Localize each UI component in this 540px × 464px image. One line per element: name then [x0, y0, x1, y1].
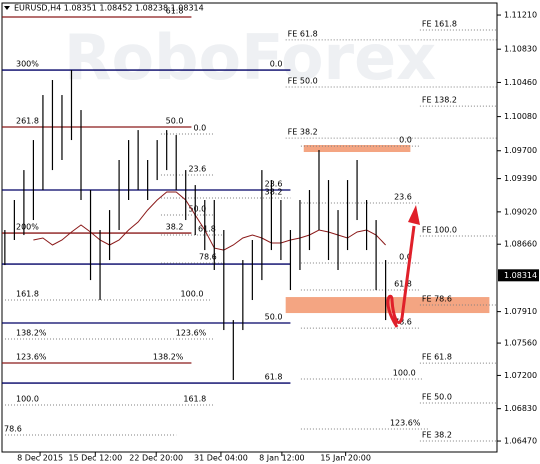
level-label: 161.8: [183, 394, 206, 403]
y-tick-label: 1.09700: [504, 146, 537, 155]
y-tick-label: 1.07910: [504, 307, 537, 316]
last-price-box: [498, 269, 539, 282]
level-label: FE 78.6: [422, 295, 452, 304]
level-label: 0.0: [194, 124, 207, 133]
y-tick-label: 1.09020: [504, 207, 537, 216]
y-tick-label: 1.08660: [504, 240, 537, 249]
level-label: FE 50.0: [422, 393, 452, 402]
plot-layer: RoboForex 1.11210 1.10830 1.10460 1.10080 1.0…: [2, 7, 539, 463]
level-label: FE 38.2: [288, 128, 318, 137]
watermark: RoboForex: [64, 21, 436, 94]
level-label: 78.6: [394, 318, 412, 327]
level-label: FE 61.8: [422, 353, 452, 362]
level-label: 123.6%: [176, 329, 207, 338]
level-label: 261.8: [16, 117, 39, 126]
level-label: 300%: [16, 60, 39, 69]
level-label: FE 50.0: [288, 77, 318, 86]
level-label: 123.6%: [16, 353, 47, 362]
level-label: 78.6: [199, 253, 217, 262]
y-tick-label: 1.06830: [504, 404, 537, 413]
y-tick-label: 1.07560: [504, 339, 537, 348]
level-label: 61.8: [265, 373, 283, 382]
level-label: 100.0: [16, 394, 39, 403]
y-tick-label: 1.10830: [504, 45, 537, 54]
level-label: FE 38.2: [422, 431, 452, 440]
level-label: FE 138.2: [422, 96, 457, 105]
level-label: 100.0: [393, 369, 416, 378]
forecast-arrow: [386, 225, 416, 328]
moving-average: [33, 191, 386, 251]
level-label: 100.0: [181, 290, 204, 299]
level-label: 200%: [16, 223, 39, 232]
level-label: 23.6: [394, 193, 412, 202]
level-label: 38.2: [265, 188, 283, 197]
y-tick-label: 1.11210: [504, 11, 537, 20]
level-label: 161.8: [16, 290, 39, 299]
level-label: 61.8: [166, 7, 184, 16]
level-label: 61.8: [198, 225, 216, 234]
x-tick-label: 8 Dec 2015: [17, 454, 63, 463]
x-tick-label: 31 Dec 04:00: [194, 454, 248, 463]
level-label: 138.2%: [16, 329, 47, 338]
y-tick-label: 1.06470: [504, 437, 537, 446]
forecast-arrow-head: [408, 205, 420, 225]
y-tick-label: 1.09390: [504, 174, 537, 183]
x-tick-label: 15 Dec 12:00: [68, 454, 122, 463]
level-label: 38.2: [166, 223, 184, 232]
level-label: 50.0: [265, 313, 283, 322]
x-tick-label: 8 Jan 12:00: [259, 454, 305, 463]
level-label: FE 100.0: [422, 226, 457, 235]
last-price-label: 1.08314: [504, 271, 537, 280]
level-label: 0.0: [399, 252, 412, 261]
level-label: 50.0: [188, 205, 206, 214]
level-label: 50.0: [166, 117, 184, 126]
y-tick-label: 1.10460: [504, 78, 537, 87]
level-label: FE 161.8: [422, 19, 457, 28]
level-label: FE 61.8: [288, 29, 318, 38]
level-label: 123.6%: [390, 418, 421, 427]
level-label: 0.0: [399, 136, 412, 145]
level-label: 138.2%: [153, 353, 184, 362]
chart-header: EURUSD,H4 1.08351 1.08452 1.08238 1.0831…: [14, 4, 204, 13]
level-label: 78.6: [4, 425, 22, 434]
level-label: 0.0: [270, 60, 283, 69]
level-label: 23.6: [188, 165, 206, 174]
level-label: 23.6: [265, 180, 283, 189]
level-zone: [303, 144, 411, 153]
y-tick-label: 1.10080: [504, 112, 537, 121]
x-tick-label: 22 Dec 20:00: [129, 454, 183, 463]
level-label: 61.8: [394, 280, 412, 289]
x-tick-label: 15 Jan 20:00: [320, 454, 371, 463]
plot-frame: [1, 2, 498, 453]
header-icon: [4, 6, 10, 10]
y-tick-label: 1.07200: [504, 371, 537, 380]
